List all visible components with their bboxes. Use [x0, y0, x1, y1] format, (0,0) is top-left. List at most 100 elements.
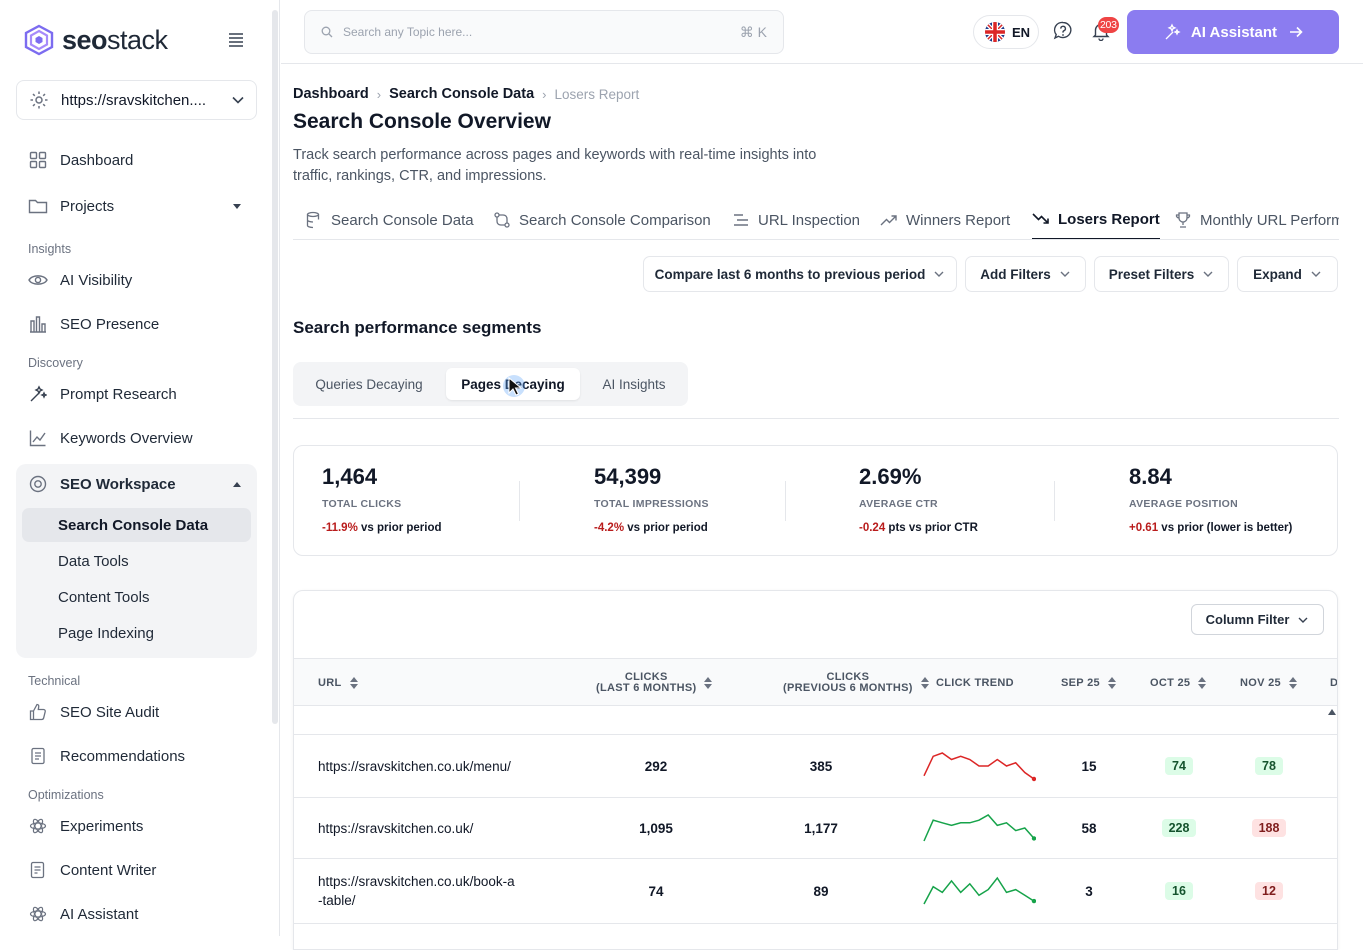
tab-winners-report[interactable]: Winners Report [880, 200, 1011, 239]
table-spacer-row [294, 706, 1337, 735]
sort-icon [920, 677, 929, 689]
table-header: URL CLICKS (LAST 6 MONTHS) CLICKS (PREVIOU… [294, 658, 1338, 707]
trending-down-icon [1032, 213, 1049, 224]
page-description: Track search performance across pages an… [293, 147, 817, 184]
logo[interactable]: seostack [24, 24, 168, 56]
sidebar-subitem-search-console-data[interactable]: Search Console Data [22, 508, 251, 542]
column-filter-button[interactable]: Column Filter [1191, 604, 1324, 635]
sidebar-item-label: SEO Site Audit [60, 703, 160, 721]
cell-sep: 58 [1081, 820, 1097, 836]
tab-url-inspection[interactable]: URL Inspection [732, 200, 860, 239]
cell-clicks-previous: 89 [813, 883, 829, 899]
cell-clicks-previous: 1,177 [804, 820, 838, 836]
value-pill: 12 [1255, 882, 1283, 900]
sidebar-item-projects[interactable]: Projects [16, 186, 257, 226]
segment-tab-ai-insights[interactable]: AI Insights [602, 376, 666, 392]
stat-label: TOTAL IMPRESSIONS [594, 498, 709, 510]
compare-period-dropdown[interactable]: Compare last 6 months to previous period [643, 256, 957, 292]
arrow-right-icon [1290, 26, 1303, 38]
stat-total-clicks: 1,464 TOTAL CLICKS -11.9% vs prior perio… [322, 464, 442, 534]
sort-icon [1198, 677, 1207, 689]
trophy-icon [1175, 212, 1191, 228]
ai-assistant-button[interactable]: AI Assistant [1127, 10, 1339, 54]
header-oct[interactable]: OCT 25 [1150, 659, 1207, 707]
tab-search-console-data[interactable]: Search Console Data [305, 200, 474, 239]
cell-url[interactable]: https://sravskitchen.co.uk/book-a-table/ [318, 874, 515, 908]
table-row[interactable]: https://sravskitchen.co.uk/menu/292 385 15… [294, 735, 1337, 798]
chevron-down-icon [934, 271, 944, 277]
cell-url[interactable]: https://sravskitchen.co.uk/menu/ [318, 758, 511, 774]
tab-monthly-url-performance[interactable]: Monthly URL Perform [1174, 200, 1339, 239]
sidebar-toggle-button[interactable] [222, 26, 250, 54]
stat-divider [1054, 481, 1055, 521]
breadcrumb-dashboard[interactable]: Dashboard [293, 86, 369, 102]
tab-losers-report[interactable]: Losers Report [1032, 200, 1160, 239]
sidebar-item-experiments[interactable]: Experiments [16, 806, 257, 846]
table-row[interactable]: https://sravskitchen.co.uk/1,095 1,177 58 2… [294, 798, 1337, 859]
sparkline [923, 814, 1036, 842]
bar-chart-icon [30, 316, 46, 333]
list-icon [734, 214, 748, 226]
stat-value: 54,399 [594, 464, 662, 489]
expand-label: Expand [1253, 266, 1302, 282]
notification-badge: 203 [1098, 17, 1119, 33]
sidebar-item-recommendations[interactable]: Recommendations [16, 736, 257, 776]
header-click-trend: CLICK TREND [936, 676, 1014, 689]
sidebar-item-label: Content Writer [60, 861, 157, 879]
tab-search-console-comparison[interactable]: Search Console Comparison [493, 200, 711, 239]
sidebar-item-content-writer[interactable]: Content Writer [16, 850, 257, 890]
stat-delta: -11.9% vs prior period [322, 522, 442, 534]
eye-icon [28, 275, 48, 285]
sidebar-item-ai-assistant[interactable]: AI Assistant [16, 894, 257, 934]
cell-nov: 188 [1239, 798, 1299, 858]
database-icon [306, 211, 320, 229]
sidebar-item-seo-presence[interactable]: SEO Presence [16, 304, 257, 344]
value-pill: 188 [1251, 819, 1287, 837]
language-selector[interactable]: EN [973, 15, 1039, 49]
sidebar-subitem-content-tools[interactable]: Content Tools [58, 588, 150, 606]
expand-dropdown[interactable]: Expand [1237, 256, 1338, 292]
site-selector[interactable]: https://sravskitchen.... [16, 80, 257, 120]
section-label-optimizations: Optimizations [28, 788, 104, 802]
scroll-up-icon[interactable] [1328, 709, 1336, 715]
menu-icon [229, 33, 243, 47]
header-sep[interactable]: SEP 25 [1061, 659, 1116, 707]
sidebar-item-seo-site-audit[interactable]: SEO Site Audit [16, 692, 257, 732]
cell-click-trend [922, 859, 1036, 923]
breadcrumb-search-console-data[interactable]: Search Console Data [389, 86, 535, 102]
header-dec-truncated[interactable]: D [1330, 676, 1338, 689]
stat-label: TOTAL CLICKS [322, 498, 402, 510]
header-nov[interactable]: NOV 25 [1240, 659, 1297, 707]
logo-text: seostack [62, 24, 168, 55]
search-shortcut: ⌘ K [739, 23, 767, 40]
sidebar-item-ai-visibility[interactable]: AI Visibility [16, 260, 257, 300]
cell-url[interactable]: https://sravskitchen.co.uk/ [318, 820, 474, 836]
seo-workspace-group [16, 464, 257, 658]
header-clicks-last[interactable]: CLICKS (LAST 6 MONTHS) [596, 659, 713, 707]
sidebar-item-keywords-overview[interactable]: Keywords Overview [16, 418, 257, 458]
sidebar-item-seo-workspace[interactable]: SEO Workspace [16, 464, 257, 504]
value-pill: 74 [1165, 757, 1193, 775]
sidebar-subitem-page-indexing[interactable]: Page Indexing [58, 624, 154, 642]
segment-tab-queries-decaying[interactable]: Queries Decaying [315, 376, 423, 392]
add-filters-dropdown[interactable]: Add Filters [965, 256, 1086, 292]
search-placeholder: Search any Topic here... [343, 25, 473, 39]
preset-filters-dropdown[interactable]: Preset Filters [1094, 256, 1229, 292]
stat-label: AVERAGE POSITION [1129, 498, 1239, 510]
page-title: Search Console Overview [293, 110, 551, 133]
header-url[interactable]: URL [318, 659, 358, 707]
tab-label: Winners Report [906, 211, 1011, 229]
sidebar-subitem-data-tools[interactable]: Data Tools [58, 552, 129, 570]
sidebar-item-label: Recommendations [60, 747, 186, 765]
header-clicks-previous[interactable]: CLICKS (PREVIOUS 6 MONTHS) [783, 659, 929, 707]
trending-up-icon [880, 215, 897, 226]
table-row[interactable]: https://sravskitchen.co.uk/book-a-table/… [294, 859, 1337, 924]
cell-clicks-last: 292 [644, 758, 668, 774]
sidebar-item-label: Keywords Overview [60, 429, 193, 447]
value-pill: 228 [1161, 819, 1197, 837]
search-input[interactable]: Search any Topic here... ⌘ K [304, 10, 784, 54]
help-icon[interactable] [1053, 21, 1073, 41]
sidebar-item-prompt-research[interactable]: Prompt Research [16, 374, 257, 414]
sidebar-scrollbar[interactable] [272, 10, 278, 724]
sidebar-item-dashboard[interactable]: Dashboard [16, 140, 257, 180]
